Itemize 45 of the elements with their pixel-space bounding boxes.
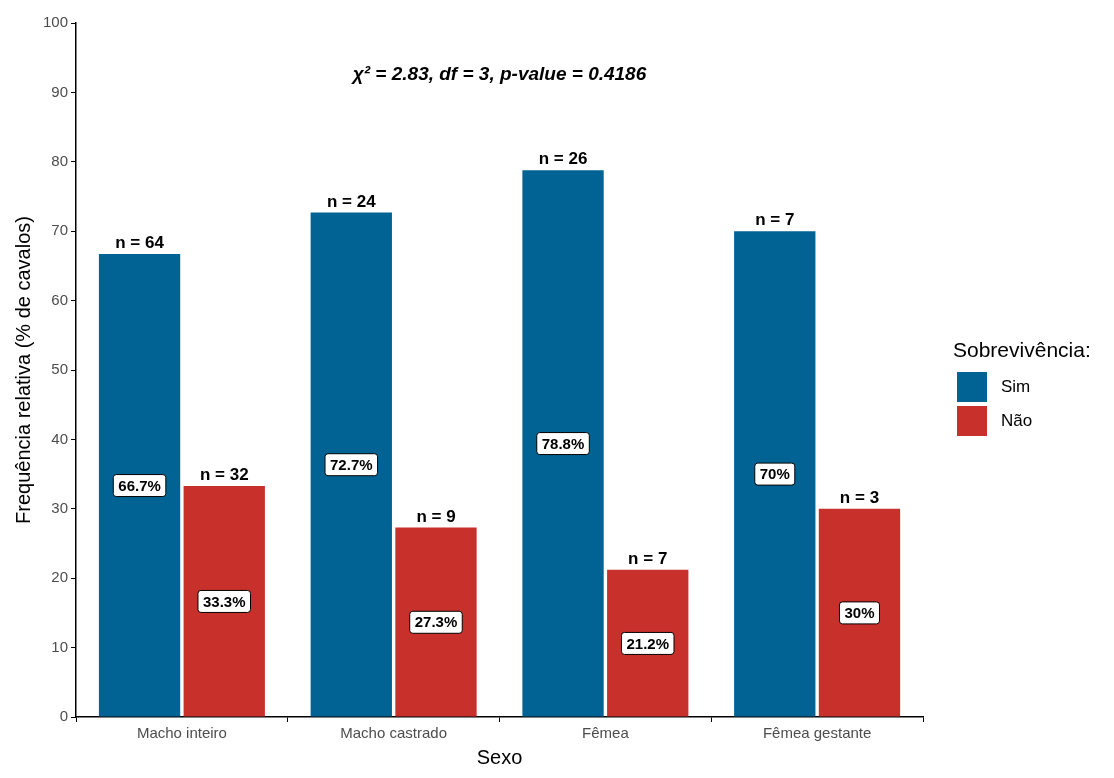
legend-label: Sim <box>1001 377 1031 397</box>
y-tick-label: 50 <box>51 360 69 378</box>
y-tick-label: 60 <box>51 290 69 308</box>
y-tick-label: 90 <box>51 82 69 100</box>
data-label: 30% <box>844 604 875 622</box>
annotation: n = 32 <box>199 465 249 485</box>
y-tick-label: 100 <box>43 13 69 31</box>
data-label: 72.7% <box>330 455 373 473</box>
bar <box>98 254 181 717</box>
data-label: 21.2% <box>626 634 670 652</box>
bar <box>522 170 604 717</box>
bar <box>395 527 477 717</box>
annotation: n = 7 <box>755 210 795 230</box>
annotation: χ² = 2.83, df = 3, p-value = 0.4186 <box>350 63 647 85</box>
data-label: 78.8% <box>541 434 585 452</box>
y-tick-label: 0 <box>59 707 69 725</box>
y-tick-label: 30 <box>51 498 69 516</box>
y-tick-label: 40 <box>51 429 69 447</box>
annotation: n = 24 <box>326 191 377 211</box>
data-label: 27.3% <box>414 613 458 631</box>
data-label: 70% <box>759 465 790 483</box>
annotation: n = 26 <box>538 149 588 169</box>
x-tick-label: Fêmea <box>582 724 630 742</box>
annotation: n = 7 <box>628 549 668 569</box>
data-label: 66.7% <box>118 476 161 494</box>
bar <box>607 569 689 717</box>
x-tick-label: Macho castrado <box>340 724 448 742</box>
legend-label: Não <box>1001 411 1033 431</box>
data-label: 33.3% <box>202 592 246 610</box>
y-tick-label: 20 <box>51 568 69 586</box>
bar <box>818 508 901 717</box>
y-tick-label: 80 <box>51 151 69 169</box>
y-tick-label: 10 <box>51 637 69 655</box>
y-tick-label: 70 <box>51 221 69 239</box>
x-tick-label: Macho inteiro <box>136 724 227 742</box>
x-axis-title: Sexo <box>476 745 523 768</box>
annotation: n = 64 <box>115 233 165 253</box>
y-axis-title: Frequência relativa (% de cavalos) <box>11 216 34 524</box>
bar <box>183 485 265 717</box>
bar <box>734 231 816 717</box>
legend-title: Sobrevivência: <box>953 338 1091 362</box>
annotation: n = 3 <box>839 487 880 507</box>
bar <box>310 212 392 717</box>
annotation: n = 9 <box>416 506 456 526</box>
x-tick-label: Fêmea gestante <box>762 724 872 742</box>
